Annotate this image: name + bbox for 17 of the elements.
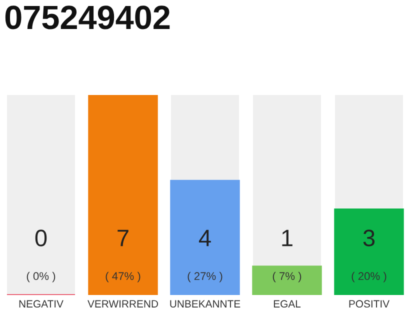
annotation: ( 47% ) (106, 272, 140, 282)
x-tick-label: VERWIRREND (88, 300, 158, 308)
data-label: 7 (118, 230, 128, 246)
data-label: 0 (35, 230, 47, 246)
x-tick-label: NEGATIV (19, 300, 64, 308)
data-label: 4 (198, 230, 211, 246)
x-tick-label: POSITIV (349, 300, 390, 308)
x-tick-label: EGAL (274, 300, 301, 308)
annotation: ( 7% ) (272, 272, 302, 282)
chart-title: 075249402 (5, 6, 170, 30)
data-label: 3 (363, 230, 375, 246)
bar (252, 266, 322, 296)
annotation: ( 0% ) (26, 272, 56, 282)
annotation: ( 20% ) (352, 272, 386, 282)
annotation: ( 27% ) (188, 272, 222, 282)
data-label: 1 (282, 230, 292, 246)
x-tick-label: UNBEKANNTE (170, 300, 240, 308)
